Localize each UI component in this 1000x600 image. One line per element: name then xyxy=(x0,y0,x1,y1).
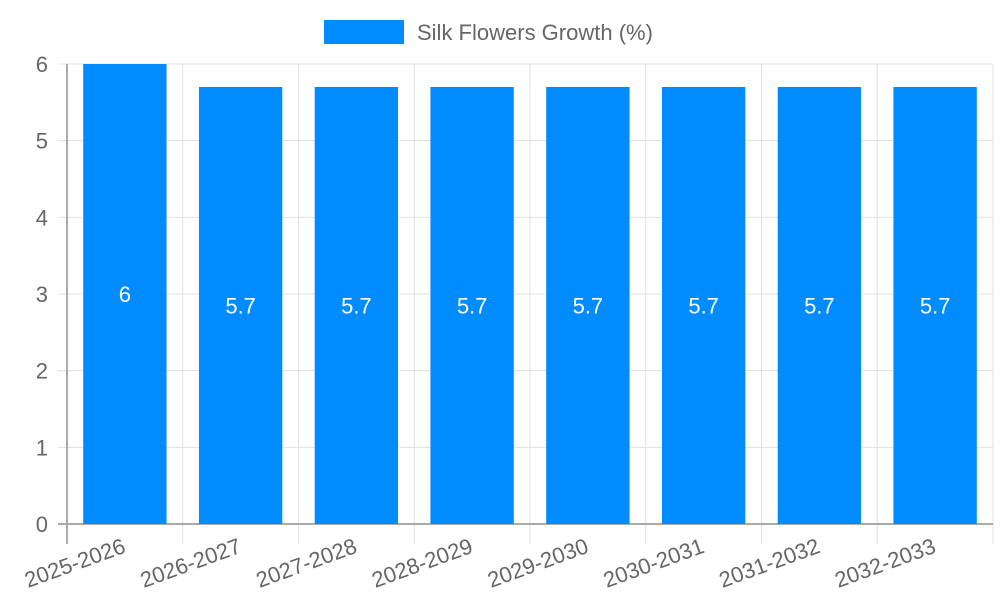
legend-swatch xyxy=(324,20,404,44)
bar-value-label: 5.7 xyxy=(341,294,372,319)
bar[interactable] xyxy=(198,87,283,524)
bar[interactable] xyxy=(661,87,746,524)
x-tick-label: 2031-2032 xyxy=(716,533,823,592)
bar[interactable] xyxy=(546,87,630,524)
bar[interactable] xyxy=(83,64,167,524)
legend[interactable]: Silk Flowers Growth (%) xyxy=(324,20,653,45)
bar[interactable] xyxy=(314,87,399,524)
bar-value-label: 5.7 xyxy=(920,294,951,319)
bar[interactable] xyxy=(430,87,514,524)
x-tick-label: 2032-2033 xyxy=(831,533,938,592)
bar[interactable] xyxy=(893,87,977,524)
x-axis: 2025-2026 2026-2027 2027-2028 2028-2029 2029… xyxy=(21,523,994,593)
x-tick-label: 2025-2026 xyxy=(21,533,128,592)
y-tick-label: 2 xyxy=(36,359,48,384)
x-tick-label: 2030-2031 xyxy=(600,533,707,592)
y-tick-label: 1 xyxy=(36,435,48,460)
bar-value-label: 6 xyxy=(119,282,131,307)
bar-value-label: 5.7 xyxy=(688,294,719,319)
legend-label: Silk Flowers Growth (%) xyxy=(417,20,653,45)
y-tick-label: 3 xyxy=(36,282,48,307)
x-tick-label: 2027-2028 xyxy=(253,533,360,592)
y-tick-label: 5 xyxy=(36,129,48,154)
x-tick-label: 2028-2029 xyxy=(368,533,475,592)
y-tick-label: 4 xyxy=(36,205,48,230)
bar-value-label: 5.7 xyxy=(457,294,488,319)
x-tick-label: 2026-2027 xyxy=(137,533,244,592)
bars: 6 5.7 5.7 5.7 5.7 5.7 5.7 5.7 xyxy=(83,64,977,524)
y-tick-label: 0 xyxy=(36,512,48,537)
bar-value-label: 5.7 xyxy=(573,294,604,319)
bar-value-label: 5.7 xyxy=(225,294,256,319)
bar[interactable] xyxy=(777,87,862,524)
x-tick-label: 2029-2030 xyxy=(484,533,591,592)
bar-value-label: 5.7 xyxy=(804,294,835,319)
y-tick-label: 6 xyxy=(36,52,48,77)
y-axis: 0 1 2 3 4 5 6 xyxy=(36,52,68,537)
